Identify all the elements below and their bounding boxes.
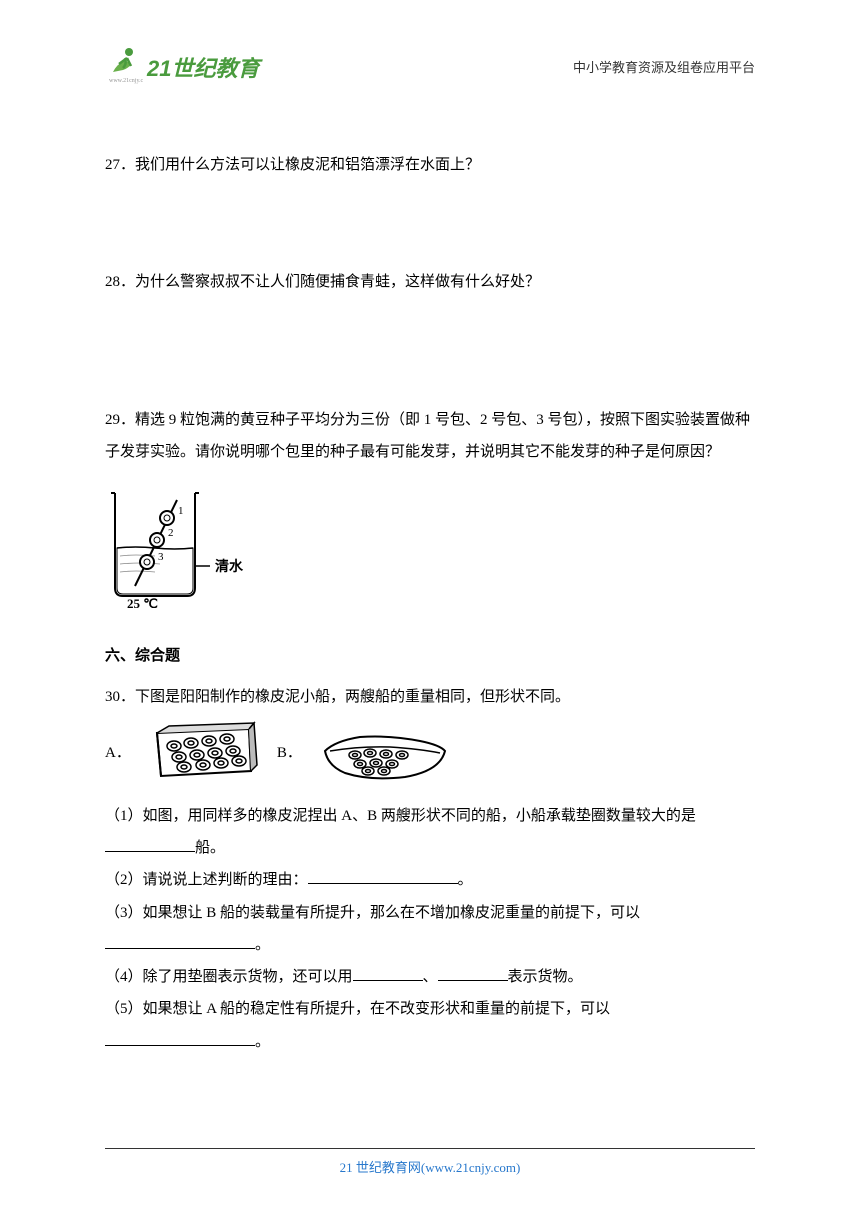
question-number: 28: [105, 274, 120, 290]
blank-input[interactable]: [105, 837, 195, 852]
question-number: 29: [105, 412, 120, 428]
q30-sub1: （1）如图，用同样多的橡皮泥捏出 A、B 两艘形状不同的船，小船承载垫圈数量较大…: [105, 800, 755, 865]
q30-sub3: （3）如果想让 B 船的装载量有所提升，那么在不增加橡皮泥重量的前提下，可以。: [105, 897, 755, 962]
boat-b-image: [320, 721, 450, 786]
blank-input[interactable]: [353, 966, 423, 981]
q30-sub5: （5）如果想让 A 船的稳定性有所提升，在不改变形状和重量的前提下，可以。: [105, 993, 755, 1058]
blank-input[interactable]: [105, 934, 255, 949]
svg-text:www.21cnjy.com: www.21cnjy.com: [109, 78, 143, 84]
experiment-diagram: 1 2 3 清水 25 ℃: [105, 478, 755, 620]
page-footer: 21 世纪教育网(www.21cnjy.com): [0, 1148, 860, 1176]
boat-a-label: A．: [105, 737, 131, 769]
content-body: 27．我们用什么方法可以让橡皮泥和铝箔漂浮在水面上？ 28．为什么警察叔叔不让人…: [105, 149, 755, 1058]
svg-text:1: 1: [178, 505, 184, 517]
footer-text: 21 世纪教育网(www.21cnjy.com): [340, 1160, 521, 1175]
question-text: ．下图是阳阳制作的橡皮泥小船，两艘船的重量相同，但形状不同。: [120, 689, 570, 705]
svg-text:清水: 清水: [215, 558, 244, 575]
question-30-intro: 30．下图是阳阳制作的橡皮泥小船，两艘船的重量相同，但形状不同。: [105, 681, 755, 713]
svg-text:3: 3: [158, 551, 164, 563]
svg-text:25 ℃: 25 ℃: [127, 596, 158, 608]
question-number: 30: [105, 689, 120, 705]
logo-icon: www.21cnjy.com: [105, 44, 143, 89]
page-container: www.21cnjy.com 21世纪教育 中小学教育资源及组卷应用平台 27．…: [0, 0, 860, 1216]
question-text: ．为什么警察叔叔不让人们随便捕食青蛙，这样做有什么好处？: [120, 274, 540, 290]
question-27: 27．我们用什么方法可以让橡皮泥和铝箔漂浮在水面上？: [105, 149, 755, 181]
blank-input[interactable]: [438, 966, 508, 981]
question-28: 28．为什么警察叔叔不让人们随便捕食青蛙，这样做有什么好处？: [105, 266, 755, 298]
question-number: 27: [105, 157, 120, 173]
question-text: ．我们用什么方法可以让橡皮泥和铝箔漂浮在水面上？: [120, 157, 480, 173]
svg-text:2: 2: [168, 527, 174, 539]
q30-sub4: （4）除了用垫圈表示货物，还可以用、表示货物。: [105, 961, 755, 993]
boat-a-image: [149, 721, 259, 786]
boat-images-row: A．: [105, 721, 755, 786]
question-text: ．精选 9 粒饱满的黄豆种子平均分为三份（即 1 号包、2 号包、3 号包），按…: [105, 412, 750, 460]
footer-divider: [105, 1148, 755, 1149]
question-29: 29．精选 9 粒饱满的黄豆种子平均分为三份（即 1 号包、2 号包、3 号包）…: [105, 404, 755, 469]
header-subtitle: 中小学教育资源及组卷应用平台: [573, 57, 755, 76]
q30-sub2: （2）请说说上述判断的理由：。: [105, 864, 755, 896]
logo-text: 21世纪教育: [147, 51, 259, 83]
logo-container: www.21cnjy.com 21世纪教育: [105, 44, 259, 89]
page-header: www.21cnjy.com 21世纪教育 中小学教育资源及组卷应用平台: [105, 44, 755, 89]
boat-b-label: B．: [277, 737, 302, 769]
section-6-title: 六、综合题: [105, 640, 755, 672]
blank-input[interactable]: [308, 869, 458, 884]
blank-input[interactable]: [105, 1031, 255, 1046]
